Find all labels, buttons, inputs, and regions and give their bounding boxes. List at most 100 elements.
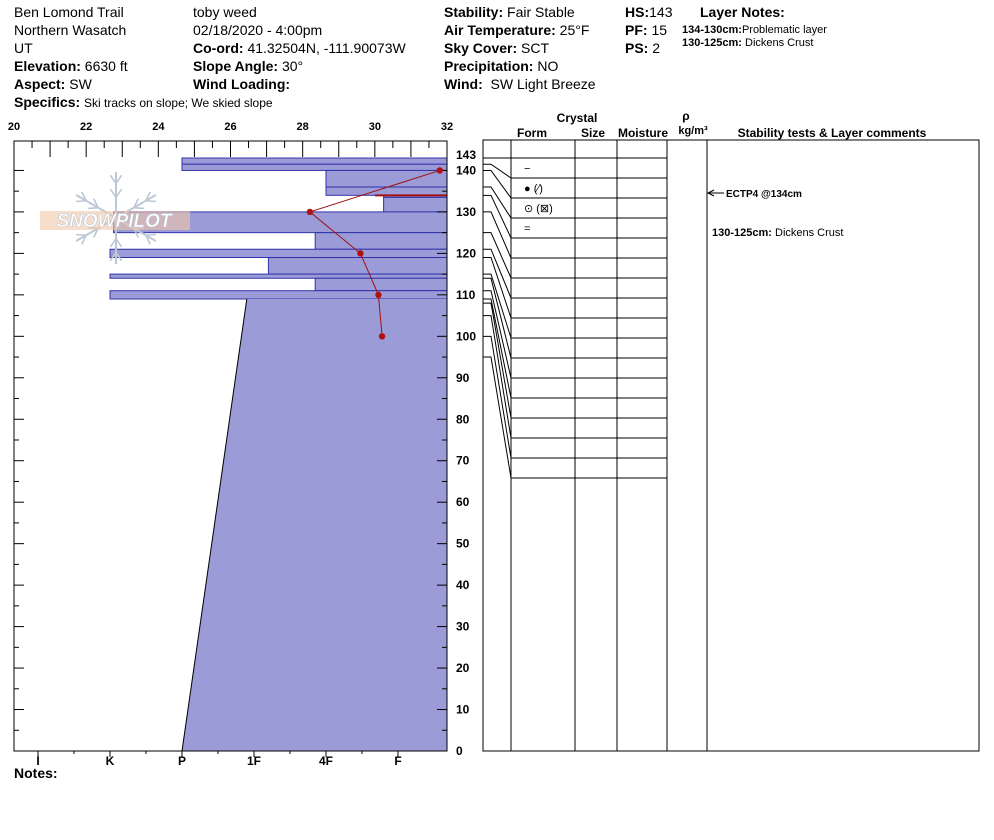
snowflake-branch [115,252,123,262]
sky-label: Sky Cover: [444,40,518,56]
snowflake-branch [93,198,99,208]
air-temp-label: Air Temperature: [444,22,556,38]
height-tick-label: 80 [456,412,470,426]
snowflake-branch [81,191,87,202]
density-unit: kg/m³ [678,125,708,137]
layer-notes-title: Layer Notes: [700,4,785,20]
layer-note-text: Problematic layer [741,24,827,36]
ps-value: 2 [652,40,661,56]
layer-comment: 130-125cm: Dickens Crust [712,227,843,239]
snowflake-branch [115,174,123,184]
height-tick-label: 50 [456,537,470,551]
temp-tick-label: 24 [152,121,165,133]
test-pointer-arrow [706,189,715,197]
elevation-value: 6630 ft [84,58,128,74]
layer-connector [483,273,512,339]
stability: Stability: Fair Stable [444,4,575,20]
hardness-tick-label: I [36,754,39,768]
slope-angle: Slope Angle: 30° [193,58,303,74]
slope-label: Slope Angle: [193,58,279,74]
snowflake-branch [109,174,117,184]
hardness-layer [181,157,448,165]
sky-value: SCT [521,40,550,56]
height-tick-label: 70 [456,454,470,468]
height-tick-label: 90 [456,371,470,385]
height-tick-label: 30 [456,620,470,634]
height-tick-label: 130 [456,205,476,219]
hardness-layer [267,257,448,275]
layer-note-range: 130-125cm: [682,37,742,49]
specifics-value: Ski tracks on slope; We skied slope [84,96,273,110]
hardness-layer [182,298,447,751]
form-header: Form [517,126,547,140]
hardness-layer [325,169,448,188]
wind-loading: Wind Loading: [193,76,290,92]
stability-value: Fair Stable [507,4,575,20]
temperature-point [357,250,364,257]
height-tick-label: 143 [456,148,476,162]
precip-label: Precipitation: [444,58,534,74]
height-tick-label: 100 [456,329,476,343]
observer: toby weed [193,4,257,20]
temp-tick-label: 22 [80,121,92,133]
wind-value: SW Light Breeze [490,76,596,92]
precipitation: Precipitation: NO [444,58,558,74]
layer-connector [483,356,512,479]
height-tick-label: 60 [456,495,470,509]
specifics: Specifics: Ski tracks on slope; We skied… [14,94,273,111]
layer-connector [483,194,512,239]
hardness-layer [314,277,448,292]
snowflake-branch [109,188,117,198]
snowflake-branch [145,233,156,237]
coord-label: Co-ord: [193,40,244,56]
logo-text: SNOWPILOT [56,211,172,232]
hs-value: 143 [649,4,673,20]
snowflake-branch [88,206,99,210]
stability-header: Stability tests & Layer comments [738,126,927,140]
layer-connector [483,298,512,399]
state: UT [14,40,33,56]
hardness-layer [109,290,448,300]
grain-form-symbol: − [524,163,530,175]
temperature-point [306,208,314,216]
layer-note-range: 134-130cm: [682,24,742,36]
temp-tick-label: 28 [297,121,309,133]
layer-table-frame [482,139,980,752]
height-tick-label: 140 [456,163,476,177]
snowflake-branch [76,199,87,203]
elevation-label: Elevation: [14,58,81,74]
snowflake-branch [133,206,144,210]
aspect-label: Aspect: [14,76,66,92]
layer-connector [483,232,512,279]
pf-value: 15 [651,22,668,38]
air-temperature: Air Temperature: 25°F [444,22,589,38]
snowflake-branch [145,199,156,203]
layer-connector [483,277,512,359]
snowflake-branch [145,234,151,245]
layer-connector [483,257,512,319]
layer-note-text: Dickens Crust [745,37,814,49]
hardness-layer [314,232,448,250]
grain-form-symbol: ● (⁄) [524,183,543,195]
layer-connector [483,315,512,439]
height-tick-label: 110 [456,288,476,302]
snowflake-branch [81,234,87,245]
hardness-layer [181,163,448,171]
hardness-edge [181,298,248,752]
hardness-tick-label: P [178,754,186,768]
height-tick-label: 10 [456,703,470,717]
layer-note: 130-125cm: Dickens Crust [682,37,813,50]
temp-tick-label: 20 [8,121,20,133]
snowflake-branch [109,238,117,248]
location: Ben Lomond Trail [14,4,124,20]
pf-label: PF: [625,22,648,38]
wind-label: Wind: [444,76,483,92]
temperature-point [378,333,386,340]
range: Northern Wasatch [14,22,127,38]
snowflake-branch [109,252,117,262]
sky-cover: Sky Cover: SCT [444,40,549,56]
hardness-tick-label: K [106,754,115,768]
layer-comment-text: Dickens Crust [775,227,843,239]
snowflake-branch [145,191,151,202]
